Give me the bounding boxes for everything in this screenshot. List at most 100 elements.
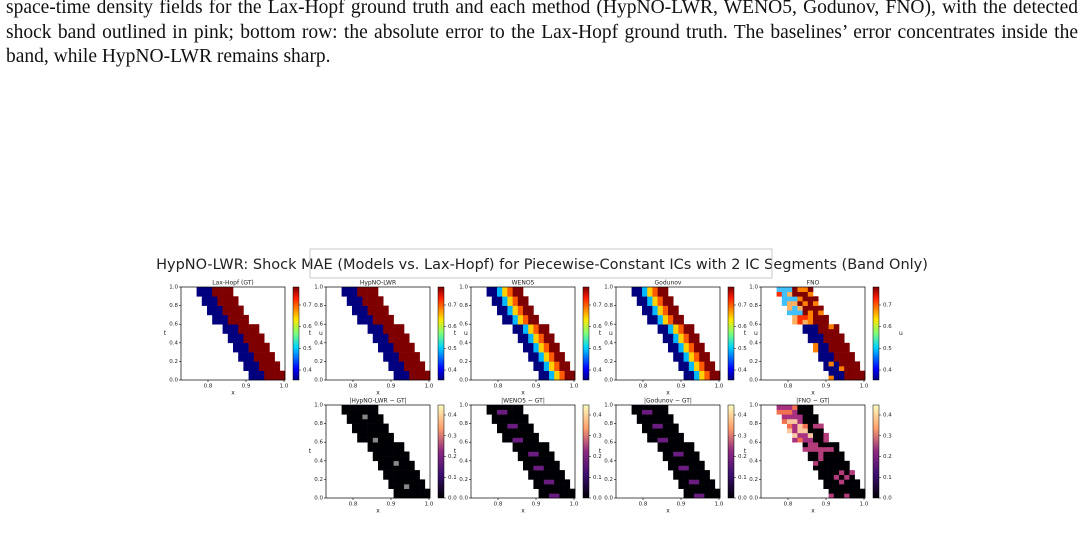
- heat-cell: [657, 432, 664, 438]
- heat-cell: [414, 488, 420, 494]
- heat-cell: [543, 361, 550, 367]
- heat-cell: [823, 366, 829, 371]
- heat-cell: [668, 437, 674, 443]
- heat-cell: [839, 347, 845, 353]
- heat-cell: [642, 414, 648, 420]
- heat-cell: [678, 465, 684, 471]
- heat-cell: [543, 470, 550, 476]
- y-axis-label: t: [744, 448, 747, 455]
- heat-cell: [378, 428, 384, 434]
- heat-cell: [367, 310, 374, 316]
- heat-cell: [818, 328, 824, 334]
- heat-cell: [398, 470, 405, 476]
- heat-cell: [823, 314, 829, 320]
- y-tick-label: 0.2: [314, 477, 323, 483]
- heat-cell: [512, 300, 519, 306]
- heat-cell: [388, 366, 394, 371]
- heat-cell: [388, 361, 394, 367]
- heat-cell: [807, 409, 814, 415]
- heat-cell: [833, 460, 840, 466]
- heat-cell: [818, 428, 824, 434]
- heat-cell: [839, 488, 845, 494]
- panel-title: Godunov: [655, 280, 682, 287]
- heat-cell: [259, 338, 265, 344]
- heat-cell: [517, 324, 524, 330]
- heat-cell: [631, 287, 638, 292]
- heat-cell: [533, 442, 539, 448]
- heat-cell: [259, 361, 265, 367]
- heat-cell: [807, 296, 814, 302]
- heat-cell: [404, 356, 410, 362]
- heat-cell: [352, 405, 358, 410]
- heat-cell: [781, 291, 788, 297]
- heat-cell: [662, 437, 669, 443]
- heat-cell: [393, 366, 400, 371]
- heat-cell: [704, 361, 710, 367]
- heat-cell: [813, 333, 819, 339]
- heatmap: [776, 287, 866, 381]
- heat-cell: [507, 310, 513, 316]
- heat-cell: [512, 328, 519, 334]
- heat-cell: [807, 446, 814, 452]
- heat-cell: [383, 356, 389, 362]
- heat-cell: [813, 328, 819, 334]
- heat-cell: [549, 474, 555, 480]
- heat-cell: [802, 314, 809, 320]
- heat-cell: [398, 328, 405, 334]
- heatmap: [486, 405, 576, 499]
- y-tick-label: 0.6: [749, 322, 758, 328]
- heat-cell: [538, 456, 545, 462]
- heat-cell: [792, 291, 798, 297]
- heat-cell: [512, 314, 519, 320]
- heat-cell: [502, 423, 508, 429]
- plot-frame: [470, 404, 576, 499]
- heat-cell: [668, 300, 674, 306]
- heat-cell: [683, 484, 690, 489]
- heat-cell: [662, 319, 669, 325]
- heat-cell: [243, 333, 249, 339]
- heat-cell: [238, 305, 244, 311]
- heat-cell: [383, 446, 389, 452]
- heat-cell: [636, 414, 643, 420]
- heat-cell: [657, 296, 664, 302]
- heat-cell: [844, 488, 850, 494]
- heat-cell: [673, 328, 679, 334]
- heat-cell: [507, 409, 513, 415]
- heat-cell: [642, 405, 648, 410]
- heat-cell: [517, 414, 524, 420]
- y-tick-label: 1.0: [314, 403, 323, 409]
- heat-cell: [828, 493, 835, 499]
- heat-cell: [341, 405, 348, 410]
- heat-cell: [404, 352, 410, 358]
- heat-cell: [652, 418, 658, 424]
- heat-cell: [704, 470, 710, 476]
- heat-cell: [813, 428, 819, 434]
- y-tick-label: 0.2: [749, 359, 758, 365]
- plot-frame: [760, 286, 866, 381]
- y-tick-label: 1.0: [749, 285, 758, 291]
- y-tick-label: 0.8: [749, 303, 758, 309]
- heat-cell: [352, 287, 358, 292]
- heat-cell: [849, 484, 855, 489]
- heat-cell: [828, 451, 835, 457]
- heat-cell: [517, 314, 524, 320]
- heat-cell: [673, 305, 679, 311]
- heat-cell: [688, 446, 695, 452]
- heat-cell: [279, 370, 286, 376]
- heat-cell: [517, 451, 524, 457]
- x-tick-label: 1.0: [860, 384, 869, 390]
- heat-cell: [253, 338, 260, 344]
- heat-cell: [419, 361, 426, 367]
- heat-cell: [781, 418, 788, 424]
- x-tick-label: 0.9: [822, 384, 831, 390]
- heat-cell: [657, 324, 664, 330]
- heat-cell: [207, 305, 213, 311]
- heat-cell: [362, 437, 368, 443]
- y-tick-label: 0.6: [604, 322, 613, 328]
- heat-cell: [517, 442, 524, 448]
- heat-cell: [823, 432, 829, 438]
- heat-cell: [393, 338, 400, 344]
- heat-cell: [502, 414, 508, 420]
- heat-cell: [362, 423, 368, 429]
- heat-cell: [517, 423, 524, 429]
